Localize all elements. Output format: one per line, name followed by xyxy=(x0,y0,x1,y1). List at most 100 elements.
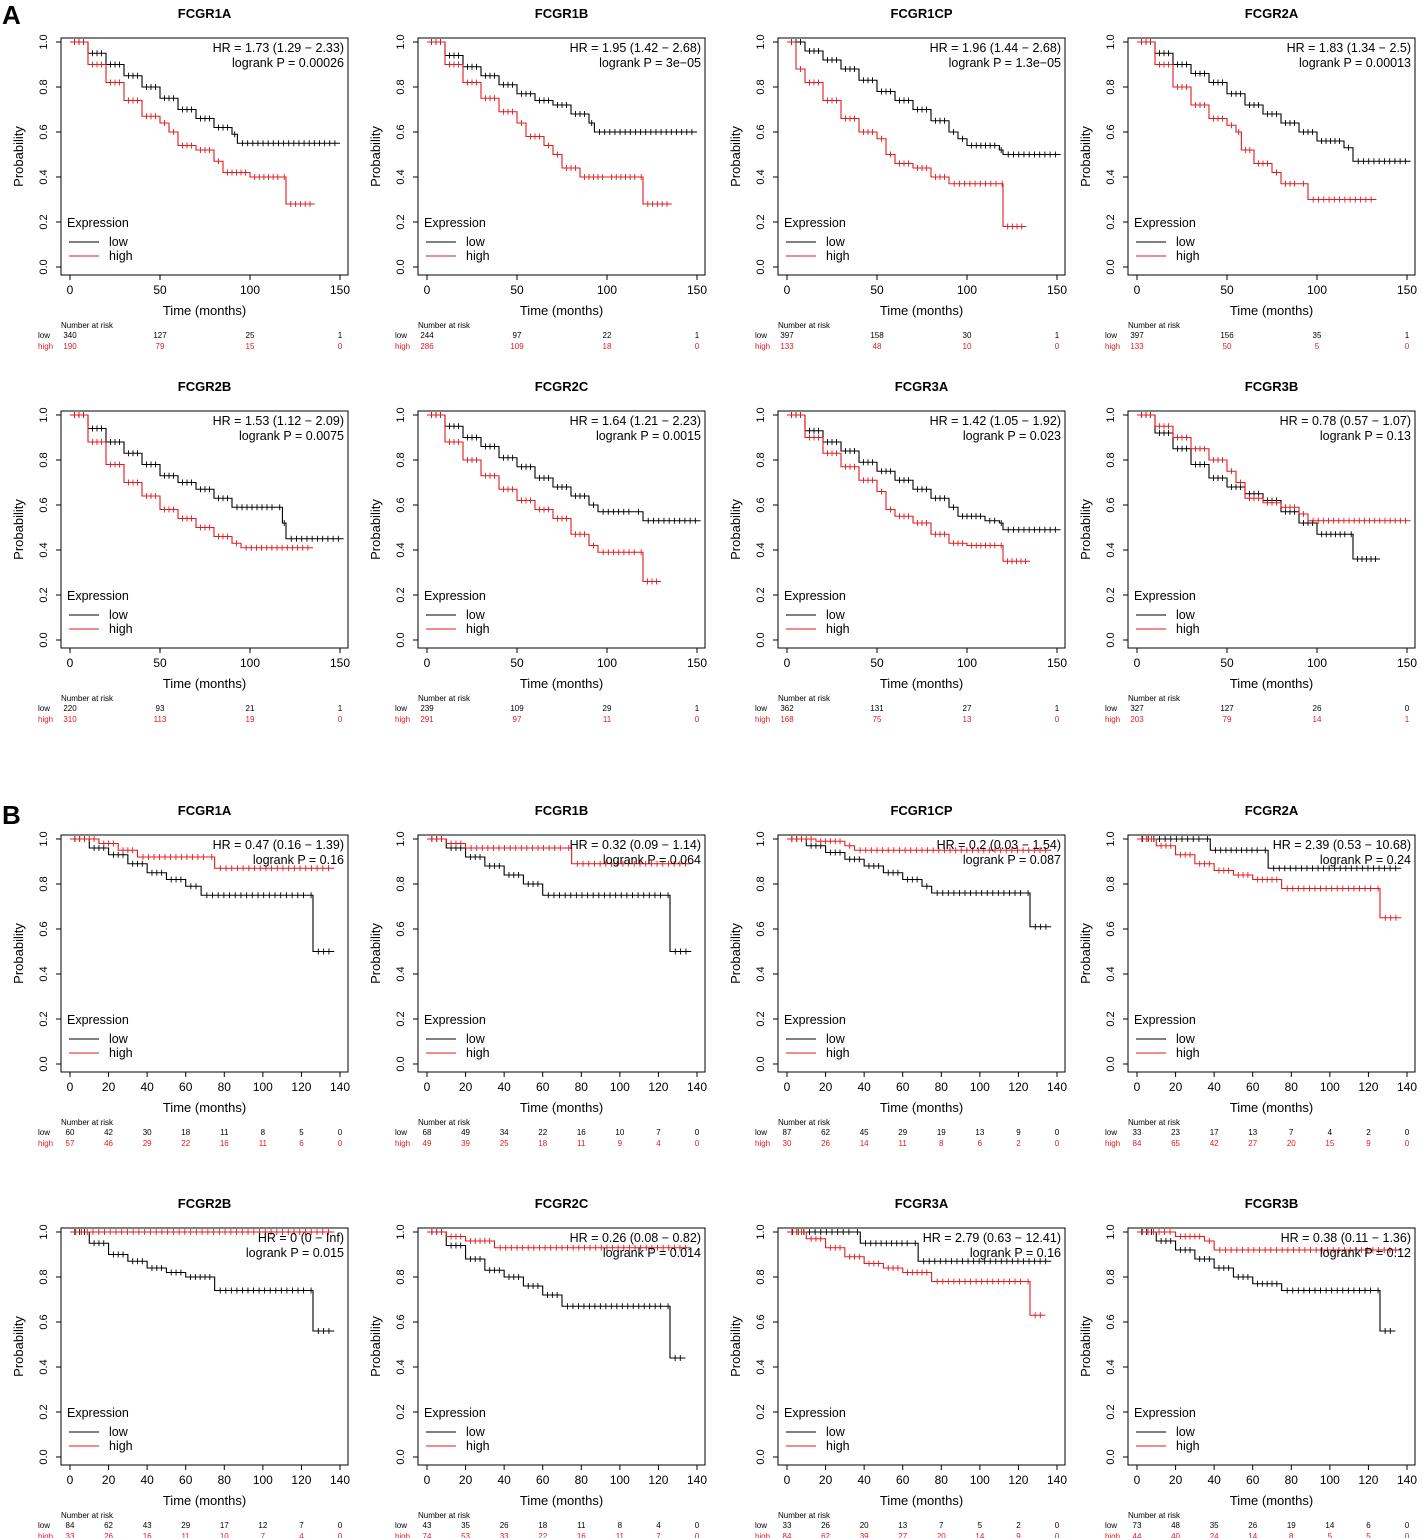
risk-value-high: 13 xyxy=(963,715,972,724)
y-axis-label: Probability xyxy=(368,923,383,984)
y-tick-label: 0.4 xyxy=(38,169,50,184)
risk-value-high: 133 xyxy=(780,342,794,351)
x-tick-label: 80 xyxy=(935,1080,949,1094)
x-axis-label: Time (months) xyxy=(163,676,246,691)
x-tick-label: 100 xyxy=(957,283,977,297)
x-tick-label: 40 xyxy=(497,1473,511,1487)
y-tick-label: 0.6 xyxy=(38,124,50,139)
y-tick-label: 0.4 xyxy=(755,1359,767,1374)
x-tick-label: 150 xyxy=(330,283,350,297)
risk-row-label-high: high xyxy=(1105,715,1120,724)
risk-value-low: 2 xyxy=(1366,1128,1371,1137)
risk-value-high: 2 xyxy=(1016,1139,1021,1148)
y-tick-label: 0.4 xyxy=(1105,1359,1117,1374)
risk-title: Number at risk xyxy=(778,694,831,703)
y-tick-label: 0.6 xyxy=(38,497,50,512)
risk-value-high: 10 xyxy=(963,342,972,351)
risk-value-low: 29 xyxy=(181,1521,190,1530)
legend-title: Expression xyxy=(67,216,129,230)
risk-row-label-low: low xyxy=(1105,704,1117,713)
x-tick-label: 0 xyxy=(784,283,791,297)
risk-value-high: 6 xyxy=(978,1139,983,1148)
risk-value-low: 327 xyxy=(1130,704,1144,713)
x-tick-label: 150 xyxy=(1397,283,1417,297)
y-tick-label: 0.8 xyxy=(755,876,767,891)
legend-label-low: low xyxy=(109,235,129,249)
risk-value-low: 109 xyxy=(510,704,524,713)
chart-title: FCGR1B xyxy=(535,803,588,818)
risk-value-high: 0 xyxy=(695,715,700,724)
legend-label-low: low xyxy=(1176,1425,1196,1439)
risk-value-high: 0 xyxy=(1055,715,1060,724)
x-tick-label: 0 xyxy=(424,283,431,297)
y-tick-label: 1.0 xyxy=(395,831,407,846)
y-tick-label: 0.4 xyxy=(755,966,767,981)
risk-value-high: 0 xyxy=(338,342,343,351)
x-tick-label: 0 xyxy=(67,283,74,297)
risk-value-low: 0 xyxy=(338,1128,343,1137)
risk-value-low: 87 xyxy=(783,1128,792,1137)
x-tick-label: 100 xyxy=(610,1080,630,1094)
risk-row-label-low: low xyxy=(38,331,50,340)
x-tick-label: 80 xyxy=(935,1473,949,1487)
panel-label-b: B xyxy=(2,800,21,830)
y-tick-label: 0.8 xyxy=(38,452,50,467)
y-tick-label: 0.6 xyxy=(755,1314,767,1329)
x-tick-label: 100 xyxy=(1320,1080,1340,1094)
logrank-annotation: logrank P = 0.16 xyxy=(253,853,344,867)
risk-value-low: 62 xyxy=(821,1128,830,1137)
legend-label-low: low xyxy=(1176,608,1196,622)
risk-title: Number at risk xyxy=(418,1118,471,1127)
y-tick-label: 0.2 xyxy=(395,1404,407,1419)
legend-title: Expression xyxy=(424,1013,486,1027)
survival-curve-high xyxy=(427,1231,692,1249)
x-axis-label: Time (months) xyxy=(520,1493,603,1508)
risk-value-high: 14 xyxy=(1248,1532,1257,1538)
plot-frame xyxy=(417,410,706,649)
y-tick-label: 1.0 xyxy=(395,34,407,49)
chart-title: FCGR1A xyxy=(178,803,232,818)
x-tick-label: 120 xyxy=(1358,1080,1378,1094)
legend-title: Expression xyxy=(424,589,486,603)
x-tick-label: 0 xyxy=(424,656,431,670)
risk-value-high: 14 xyxy=(1313,715,1322,724)
x-tick-label: 120 xyxy=(648,1473,668,1487)
risk-value-low: 0 xyxy=(338,1521,343,1530)
legend-title: Expression xyxy=(784,589,846,603)
y-tick-label: 0.6 xyxy=(38,1314,50,1329)
x-tick-label: 50 xyxy=(1220,283,1234,297)
legend-title: Expression xyxy=(67,1013,129,1027)
y-axis-label: Probability xyxy=(11,923,26,984)
risk-value-high: 84 xyxy=(1133,1139,1142,1148)
risk-row-label-high: high xyxy=(38,1139,53,1148)
y-tick-label: 0.0 xyxy=(395,1449,407,1464)
risk-value-high: 291 xyxy=(420,715,434,724)
risk-row-label-low: low xyxy=(38,1521,50,1530)
risk-value-high: 5 xyxy=(1315,342,1320,351)
hr-annotation: HR = 1.83 (1.34 − 2.5) xyxy=(1287,41,1411,55)
risk-value-low: 30 xyxy=(143,1128,152,1137)
y-tick-label: 1.0 xyxy=(755,407,767,422)
hr-annotation: HR = 2.39 (0.53 − 10.68) xyxy=(1273,838,1411,852)
risk-row-label-high: high xyxy=(755,715,770,724)
risk-value-low: 26 xyxy=(500,1521,509,1530)
risk-value-high: 0 xyxy=(695,1139,700,1148)
risk-value-low: 30 xyxy=(963,331,972,340)
legend-label-low: low xyxy=(466,235,486,249)
risk-title: Number at risk xyxy=(778,1511,831,1520)
y-tick-label: 1.0 xyxy=(1105,1224,1117,1239)
x-tick-label: 150 xyxy=(1047,283,1067,297)
risk-value-low: 22 xyxy=(603,331,612,340)
risk-value-high: 20 xyxy=(1287,1139,1296,1148)
risk-value-high: 0 xyxy=(1405,342,1410,351)
legend-title: Expression xyxy=(1134,216,1196,230)
risk-value-low: 0 xyxy=(695,1521,700,1530)
y-tick-label: 0.4 xyxy=(755,169,767,184)
risk-value-low: 45 xyxy=(860,1128,869,1137)
legend-label-high: high xyxy=(1176,1439,1200,1453)
risk-value-low: 25 xyxy=(246,331,255,340)
y-tick-label: 1.0 xyxy=(1105,831,1117,846)
x-tick-label: 120 xyxy=(1008,1473,1028,1487)
risk-value-low: 7 xyxy=(1289,1128,1294,1137)
